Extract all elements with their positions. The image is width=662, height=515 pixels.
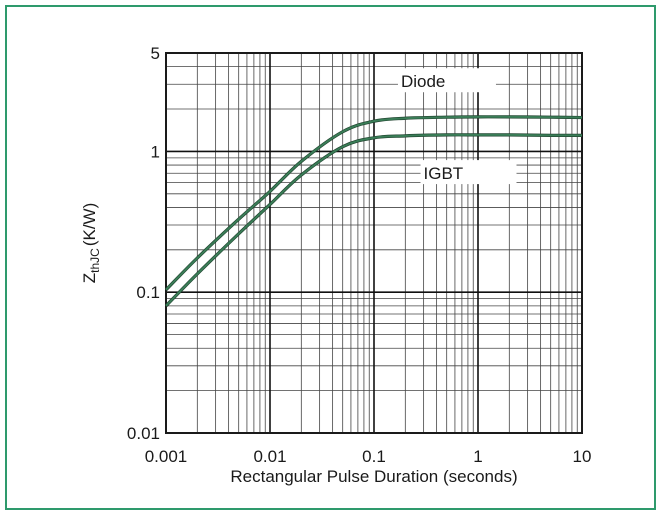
tick-labels: 0.001 0.01 0.1 1 10 0.01 0.1 1 5 (127, 44, 592, 466)
series-line-diode (165, 115, 583, 291)
x-axis-label: Rectangular Pulse Duration (seconds) (230, 467, 517, 486)
series-label-igbt: IGBT (424, 164, 464, 183)
series-label-background (420, 160, 517, 185)
x-tick-label: 10 (573, 447, 592, 466)
x-tick-label: 0.1 (362, 447, 386, 466)
x-tick-label: 1 (473, 447, 482, 466)
y-axis-label-main: Z (80, 273, 99, 283)
series-label-background (397, 68, 496, 93)
x-tick-label: 0.001 (145, 447, 188, 466)
plot-area (165, 52, 583, 434)
y-axis-label-unit: (K/W) (80, 203, 99, 246)
y-tick-label: 0.1 (136, 283, 160, 302)
y-tick-label: 1 (151, 142, 160, 161)
annotations: Diode IGBT (397, 68, 517, 185)
y-axis-label-sub: thJC (88, 248, 102, 273)
y-axis-label: ZthJC (K/W) (80, 203, 102, 284)
series-layer (164, 115, 583, 307)
series-label-diode: Diode (401, 72, 445, 91)
series-line-igbt (165, 133, 583, 307)
chart-frame (5, 5, 656, 510)
y-tick-label: 0.01 (127, 424, 160, 443)
y-tick-label: 5 (151, 44, 160, 63)
x-tick-label: 0.01 (253, 447, 286, 466)
